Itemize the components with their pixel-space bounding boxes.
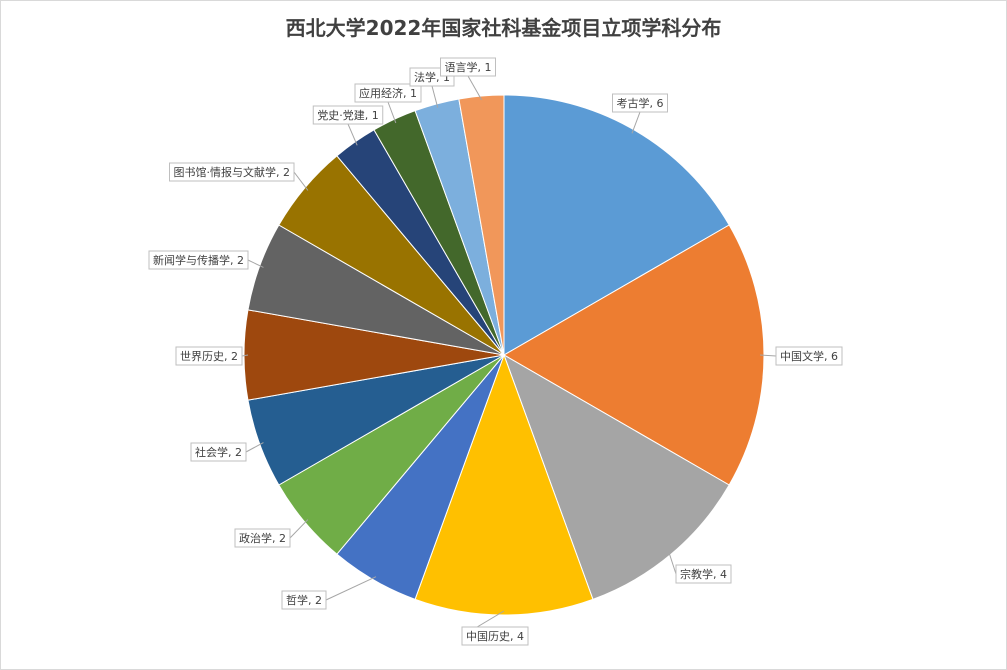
data-label-5: 政治学, 2 [234, 528, 291, 548]
leader-line-12 [431, 85, 439, 108]
data-label-2: 宗教学, 4 [675, 564, 732, 584]
data-label-text-7: 世界历史, 2 [180, 350, 238, 363]
data-label-1: 中国文学, 6 [775, 346, 843, 366]
leader-line-0 [631, 111, 641, 134]
leader-line-6 [245, 442, 264, 453]
leader-line-7 [241, 354, 249, 357]
leader-line-8 [247, 259, 264, 268]
chart-title: 西北大学2022年国家社科基金项目立项学科分布 [285, 16, 722, 40]
leader-line-10 [347, 123, 358, 146]
data-label-13: 语言学, 1 [440, 57, 496, 77]
leader-line-1 [759, 354, 777, 357]
pie-slice-0 [503, 94, 730, 356]
data-label-11: 应用经济, 1 [354, 83, 422, 103]
data-label-text-6: 社会学, 2 [195, 445, 242, 459]
data-label-text-2: 宗教学, 4 [680, 567, 727, 581]
pie-slice-2 [503, 353, 730, 600]
leader-line-5 [289, 519, 309, 539]
data-label-8: 新闻学与传播学, 2 [148, 250, 249, 270]
leader-line-2 [668, 550, 677, 575]
leader-line-4 [325, 576, 377, 601]
data-label-10: 党史·党建, 1 [312, 105, 384, 125]
data-label-text-9: 图书馆·情报与文献学, 2 [174, 165, 291, 179]
pie-slice-3 [414, 353, 594, 616]
data-label-text-8: 新闻学与传播学, 2 [153, 253, 244, 267]
data-label-text-5: 政治学, 2 [239, 531, 286, 545]
data-label-6: 社会学, 2 [190, 442, 247, 462]
data-label-text-10: 党史·党建, 1 [317, 108, 379, 122]
data-label-text-13: 语言学, 1 [445, 60, 492, 74]
data-label-text-11: 应用经济, 1 [359, 86, 417, 100]
leader-line-13 [467, 75, 483, 101]
data-label-9: 图书馆·情报与文献学, 2 [169, 162, 295, 182]
leader-line-9 [293, 171, 309, 191]
data-label-0: 考古学, 6 [612, 93, 668, 113]
data-label-text-0: 考古学, 6 [617, 96, 664, 110]
leader-line-11 [387, 101, 397, 124]
data-label-3: 中国历史, 4 [461, 626, 529, 646]
data-label-text-1: 中国文学, 6 [780, 349, 838, 363]
pie-slice-13 [458, 94, 505, 356]
data-label-4: 哲学, 2 [281, 590, 327, 610]
data-label-text-3: 中国历史, 4 [466, 630, 524, 643]
data-label-text-4: 哲学, 2 [286, 593, 322, 607]
data-label-7: 世界历史, 2 [175, 346, 243, 366]
